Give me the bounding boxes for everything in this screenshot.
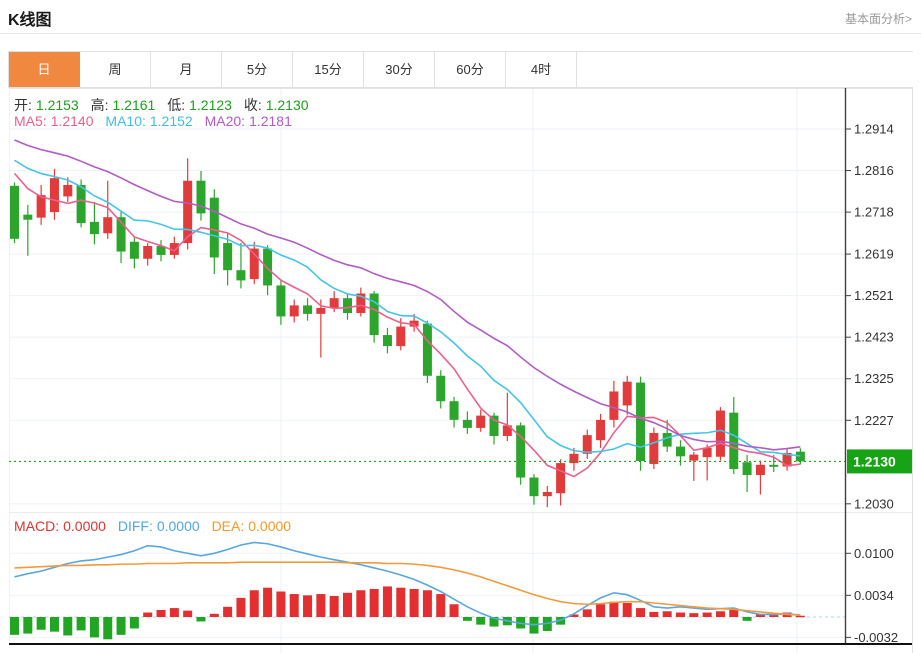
svg-text:1.2718: 1.2718 — [854, 205, 894, 220]
svg-text:1.2619: 1.2619 — [854, 247, 894, 262]
tab-15min[interactable]: 15分 — [293, 52, 364, 87]
tab-60min[interactable]: 60分 — [435, 52, 506, 87]
macd-legend: MACD: 0.0000 DIFF: 0.0000 DEA: 0.0000 — [14, 518, 299, 534]
svg-text:1.2325: 1.2325 — [854, 371, 894, 386]
svg-text:1.2521: 1.2521 — [854, 288, 894, 303]
tab-30min[interactable]: 30分 — [364, 52, 435, 87]
svg-text:1.2914: 1.2914 — [854, 122, 894, 137]
svg-text:1.2227: 1.2227 — [854, 413, 894, 428]
period-tab-bar: 日 周 月 5分 15分 30分 60分 4时 — [8, 51, 913, 88]
ohlc-legend: 开: 1.2153 高: 1.2161 低: 1.2123 收: 1.2130 — [14, 95, 317, 115]
dea-readout: DEA: 0.0000 — [211, 518, 292, 534]
ma-legend: MA5: 1.2140 MA10: 1.2152 MA20: 1.2181 — [14, 113, 300, 129]
svg-text:0.0100: 0.0100 — [854, 546, 894, 561]
svg-text:1.2423: 1.2423 — [854, 330, 894, 345]
svg-text:-0.0032: -0.0032 — [854, 630, 898, 645]
tab-5min[interactable]: 5分 — [222, 52, 293, 87]
close-readout: 收: 1.2130 — [243, 97, 309, 113]
page-title: K线图 — [8, 12, 52, 29]
tab-day[interactable]: 日 — [9, 52, 80, 87]
fundamental-analysis-link[interactable]: 基本面分析> — [844, 12, 912, 26]
tab-week[interactable]: 周 — [80, 52, 151, 87]
svg-text:1.2816: 1.2816 — [854, 163, 894, 178]
ma5-readout: MA5: 1.2140 — [14, 113, 94, 129]
open-readout: 开: 1.2153 — [14, 97, 79, 113]
ma10-readout: MA10: 1.2152 — [105, 113, 193, 129]
tab-month[interactable]: 月 — [151, 52, 222, 87]
diff-readout: DIFF: 0.0000 — [117, 518, 200, 534]
low-readout: 低: 1.2123 — [167, 97, 232, 113]
header-divider — [0, 33, 921, 34]
high-readout: 高: 1.2161 — [90, 97, 156, 113]
ma20-readout: MA20: 1.2181 — [204, 113, 292, 129]
tab-4hour[interactable]: 4时 — [506, 52, 577, 87]
svg-text:1.2130: 1.2130 — [853, 453, 896, 469]
kline-chart[interactable]: 1.2914 1.2816 1.2718 1.2619 1.2521 1.2423 1.23… — [9, 88, 913, 653]
svg-text:1.2030: 1.2030 — [854, 496, 894, 511]
kline-chart-canvas[interactable]: 1.2914 1.2816 1.2718 1.2619 1.2521 1.2423 1.23… — [9, 88, 913, 653]
macd-readout: MACD: 0.0000 — [14, 518, 106, 534]
svg-text:0.0034: 0.0034 — [854, 588, 894, 603]
